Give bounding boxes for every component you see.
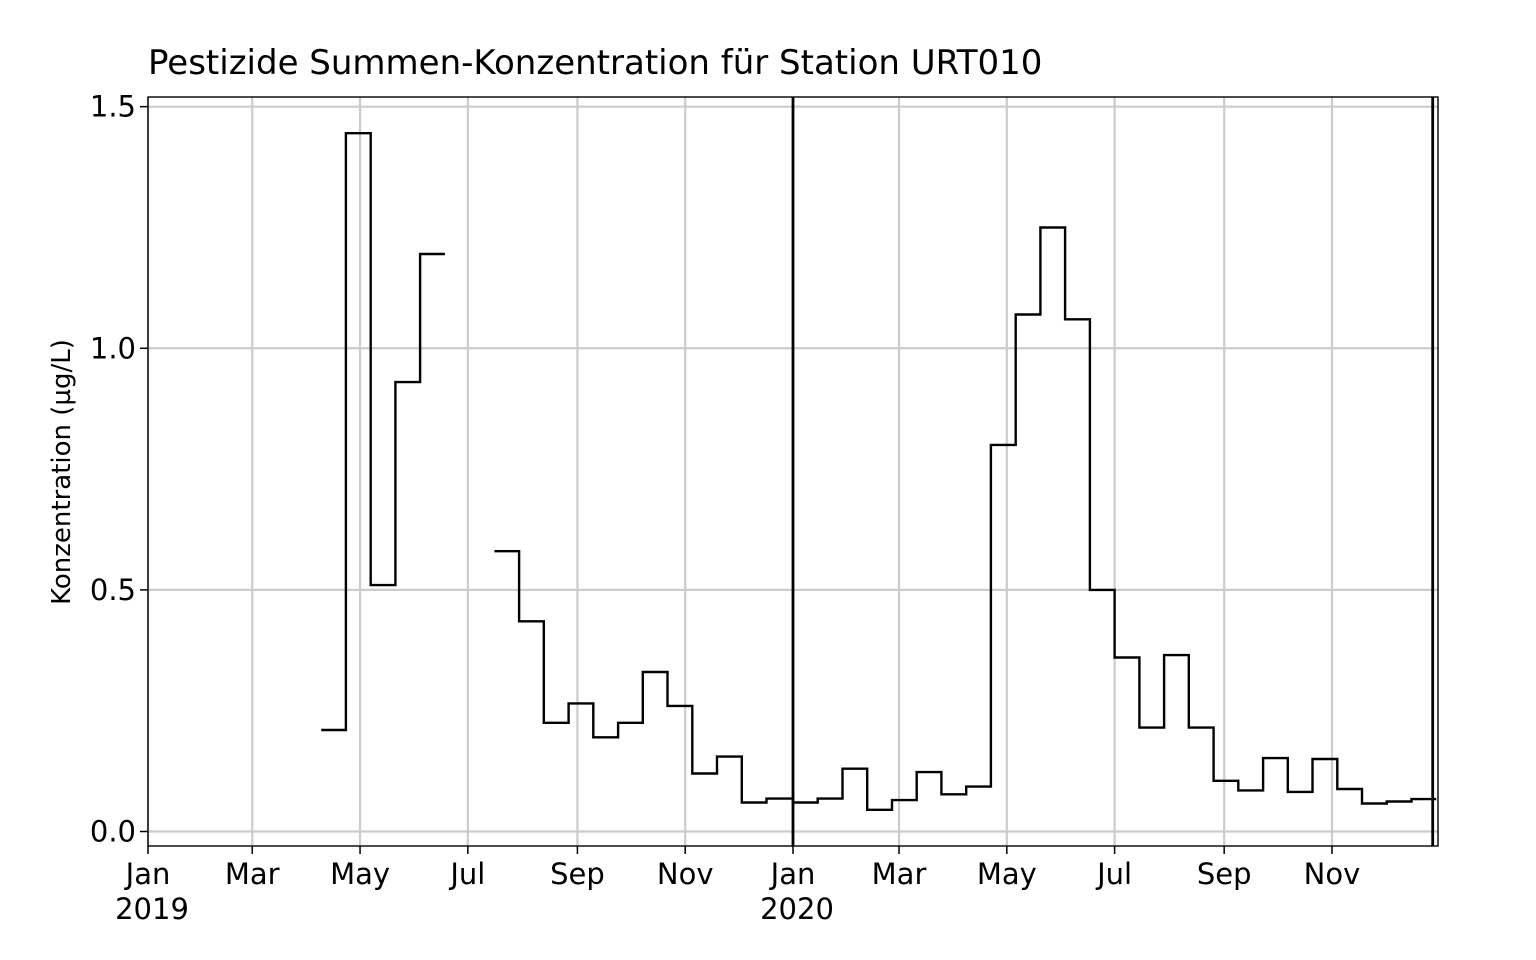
x-tick-label: Nov: [657, 857, 714, 891]
x-tick-year-label: 2019: [115, 892, 189, 926]
step-series-1: [321, 132, 445, 732]
plot-area: [146, 96, 1439, 847]
x-tick-label: Sep: [550, 857, 605, 891]
y-tick-label: 0.5: [90, 573, 136, 607]
step-series-2: [494, 226, 1437, 811]
x-tick-label: Jan: [769, 857, 816, 891]
x-tick-year-label: 2020: [760, 892, 834, 926]
y-axis: 0.0 0.5 1.0 1.5: [90, 90, 148, 849]
x-tick-label: Mar: [872, 857, 927, 891]
y-tick-label: 1.0: [90, 331, 136, 365]
chart-title: Pestizide Summen-Konzentration für Stati…: [148, 43, 1042, 83]
series-layer: [321, 132, 1437, 811]
x-tick-label: Sep: [1197, 857, 1252, 891]
x-tick-label: Jul: [1095, 857, 1132, 891]
x-tick-label: Jan: [124, 857, 171, 891]
x-tick-label: Jul: [448, 857, 485, 891]
x-tick-label: Mar: [225, 857, 280, 891]
reference-lines: [791, 97, 1435, 846]
y-tick-label: 1.5: [90, 90, 136, 124]
x-tick-label: May: [330, 857, 390, 891]
y-axis-label: Konzentration (µg/L): [47, 339, 77, 605]
x-tick-label: Nov: [1304, 857, 1361, 891]
y-tick-label: 0.0: [90, 815, 136, 849]
x-tick-label: May: [977, 857, 1037, 891]
